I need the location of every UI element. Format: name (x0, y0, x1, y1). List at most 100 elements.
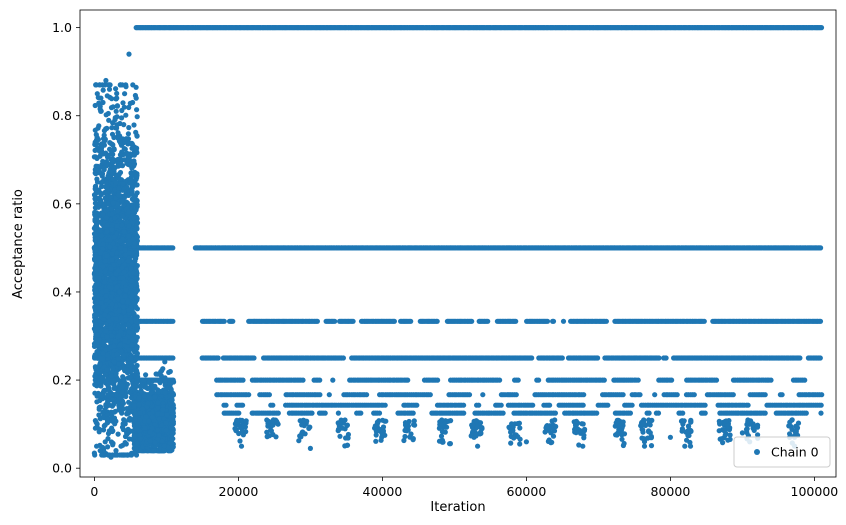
data-point (108, 439, 115, 445)
data-point (104, 125, 110, 131)
data-point (105, 174, 112, 180)
data-point (461, 402, 467, 408)
data-point (466, 392, 473, 398)
data-point (330, 377, 336, 383)
data-point (637, 392, 643, 398)
data-point (240, 402, 246, 408)
data-point (529, 355, 535, 361)
data-point (121, 122, 127, 128)
data-point (818, 245, 824, 251)
data-point (536, 377, 542, 383)
data-point (802, 377, 808, 383)
data-point (500, 410, 506, 416)
data-point (435, 377, 441, 383)
data-point (513, 392, 519, 398)
data-point (515, 377, 521, 383)
data-point (317, 392, 323, 398)
data-point (322, 410, 328, 416)
data-point (364, 392, 370, 398)
data-point (552, 410, 559, 416)
data-point (314, 318, 320, 324)
data-point (817, 318, 824, 324)
data-point (497, 377, 503, 383)
data-point (113, 108, 119, 114)
data-point (594, 410, 600, 416)
data-point (603, 318, 610, 324)
data-point (170, 245, 176, 251)
data-point (221, 318, 227, 324)
data-point (270, 402, 276, 408)
data-point (797, 355, 803, 361)
data-point (332, 318, 338, 324)
data-point (99, 179, 106, 185)
data-point (779, 392, 785, 398)
data-point (818, 410, 824, 416)
data-point (663, 355, 669, 361)
data-point (391, 318, 397, 324)
data-point (581, 392, 587, 398)
data-point (131, 122, 137, 128)
data-point (134, 114, 140, 120)
data-point (223, 402, 229, 408)
data-point (713, 377, 720, 383)
data-point (125, 131, 131, 137)
data-point (300, 377, 306, 383)
data-point (230, 318, 236, 324)
data-point (702, 410, 708, 416)
data-point (498, 402, 504, 408)
data-point (111, 409, 117, 415)
data-point (382, 402, 388, 408)
data-point (803, 410, 809, 416)
data-point (627, 410, 634, 416)
data-point (817, 355, 823, 361)
points-layer (91, 25, 825, 460)
data-point (745, 402, 751, 408)
data-point (405, 377, 411, 383)
data-point (120, 100, 126, 106)
data-point (104, 93, 110, 99)
data-point (762, 410, 768, 416)
data-point (560, 318, 567, 324)
data-point (340, 355, 346, 361)
data-point (94, 332, 100, 338)
data-point (434, 318, 440, 324)
data-point (819, 392, 825, 398)
data-point (652, 392, 658, 398)
data-point (110, 157, 116, 164)
data-point (768, 377, 774, 383)
data-point (414, 402, 420, 408)
data-point (480, 392, 486, 398)
data-point (309, 410, 315, 416)
data-point (818, 402, 824, 408)
data-point (358, 410, 364, 416)
data-point (635, 377, 641, 383)
data-point (236, 410, 242, 416)
data-point (335, 410, 341, 416)
data-point (240, 377, 246, 383)
data-point (544, 318, 551, 324)
data-point (530, 402, 536, 408)
data-point (620, 392, 626, 398)
data-point (133, 84, 139, 90)
data-point (408, 318, 414, 324)
data-point (656, 355, 662, 361)
data-point (559, 355, 565, 361)
data-point (469, 318, 475, 324)
data-point (550, 318, 557, 324)
data-point (580, 402, 586, 408)
data-point (691, 392, 697, 398)
data-point (215, 355, 221, 361)
data-point (376, 410, 383, 416)
data-point (266, 392, 272, 398)
data-point (513, 318, 519, 324)
data-point (350, 318, 356, 324)
data-point (701, 318, 707, 324)
data-point (702, 402, 708, 408)
data-point (601, 377, 607, 383)
data-point (125, 429, 131, 435)
data-point (818, 25, 825, 31)
data-point (100, 87, 106, 93)
data-point (605, 402, 611, 408)
data-point (170, 318, 176, 324)
